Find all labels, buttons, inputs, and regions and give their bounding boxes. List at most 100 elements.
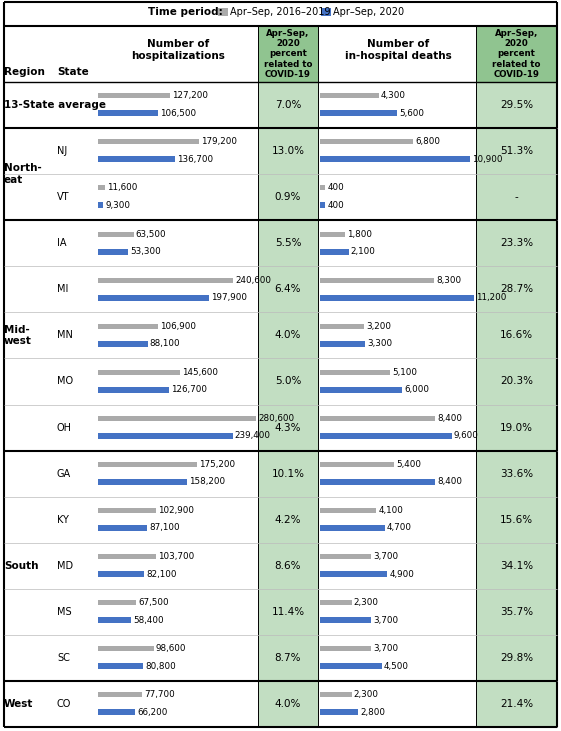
Bar bbox=[98, 462, 197, 467]
Bar bbox=[476, 358, 557, 404]
Text: 179,200: 179,200 bbox=[201, 137, 237, 146]
Bar bbox=[320, 433, 452, 439]
Text: 4,300: 4,300 bbox=[381, 91, 406, 100]
Text: 5.5%: 5.5% bbox=[275, 238, 301, 249]
Text: 8,400: 8,400 bbox=[438, 477, 462, 486]
Bar bbox=[98, 600, 136, 605]
Bar bbox=[320, 479, 435, 485]
Bar bbox=[98, 554, 157, 559]
Text: 175,200: 175,200 bbox=[199, 460, 234, 469]
Text: 35.7%: 35.7% bbox=[500, 607, 533, 617]
Text: 33.6%: 33.6% bbox=[500, 469, 533, 479]
Text: MN: MN bbox=[57, 330, 73, 341]
Bar bbox=[320, 249, 349, 254]
Text: 4,900: 4,900 bbox=[389, 569, 414, 578]
Text: 6,800: 6,800 bbox=[416, 137, 440, 146]
Bar bbox=[320, 295, 474, 300]
Text: IA: IA bbox=[57, 238, 67, 249]
Bar bbox=[320, 692, 352, 697]
Text: 58,400: 58,400 bbox=[133, 616, 163, 624]
Bar bbox=[98, 324, 158, 329]
Text: 158,200: 158,200 bbox=[189, 477, 225, 486]
Text: 2,800: 2,800 bbox=[361, 708, 385, 717]
Bar bbox=[320, 525, 385, 531]
Bar bbox=[258, 26, 318, 82]
Bar bbox=[98, 295, 209, 300]
Text: 13-State average: 13-State average bbox=[4, 100, 106, 110]
Text: 1,800: 1,800 bbox=[347, 230, 372, 238]
Bar bbox=[98, 571, 144, 577]
Bar bbox=[476, 26, 557, 82]
Text: 10,900: 10,900 bbox=[472, 155, 502, 164]
Bar bbox=[258, 312, 318, 358]
Bar bbox=[98, 370, 180, 375]
Text: CO: CO bbox=[57, 699, 71, 709]
Text: 19.0%: 19.0% bbox=[500, 423, 533, 433]
Text: 11,200: 11,200 bbox=[476, 293, 507, 302]
Text: 136,700: 136,700 bbox=[177, 155, 213, 164]
Bar bbox=[98, 94, 169, 99]
Text: 8,300: 8,300 bbox=[436, 276, 461, 284]
Text: 3,700: 3,700 bbox=[373, 644, 398, 654]
Bar bbox=[321, 8, 331, 16]
Bar bbox=[258, 220, 318, 266]
Text: 5.0%: 5.0% bbox=[275, 376, 301, 387]
Bar bbox=[98, 110, 158, 116]
Bar bbox=[320, 370, 390, 375]
Bar bbox=[258, 496, 318, 542]
Bar bbox=[98, 341, 148, 346]
Bar bbox=[320, 156, 470, 162]
Text: 240,600: 240,600 bbox=[236, 276, 272, 284]
Bar bbox=[476, 496, 557, 542]
Text: 6.4%: 6.4% bbox=[275, 284, 301, 295]
Text: 88,100: 88,100 bbox=[150, 339, 180, 348]
Text: 53,300: 53,300 bbox=[130, 247, 161, 256]
Text: 2,300: 2,300 bbox=[353, 598, 379, 607]
Bar bbox=[476, 681, 557, 727]
Text: 63,500: 63,500 bbox=[136, 230, 167, 238]
Bar bbox=[98, 692, 142, 697]
Bar bbox=[98, 646, 154, 651]
Text: 5,100: 5,100 bbox=[392, 368, 417, 376]
Bar bbox=[476, 404, 557, 450]
Text: 0.9%: 0.9% bbox=[275, 192, 301, 202]
Text: MD: MD bbox=[57, 561, 73, 571]
Bar bbox=[320, 110, 397, 116]
Bar bbox=[98, 232, 134, 237]
Bar bbox=[476, 588, 557, 635]
Text: 4,700: 4,700 bbox=[387, 523, 412, 532]
Text: OH: OH bbox=[57, 423, 72, 433]
Text: 82,100: 82,100 bbox=[146, 569, 177, 578]
Bar bbox=[320, 278, 434, 283]
Text: 4.3%: 4.3% bbox=[275, 423, 301, 433]
Bar bbox=[258, 266, 318, 312]
Text: 66,200: 66,200 bbox=[137, 708, 168, 717]
Text: 13.0%: 13.0% bbox=[272, 146, 305, 156]
Text: Mid-
west: Mid- west bbox=[4, 325, 32, 346]
Bar bbox=[320, 617, 371, 623]
Bar bbox=[320, 571, 388, 577]
Bar bbox=[98, 508, 156, 513]
Text: 4.0%: 4.0% bbox=[275, 699, 301, 709]
Text: NJ: NJ bbox=[57, 146, 67, 156]
Text: 197,900: 197,900 bbox=[211, 293, 247, 302]
Text: 8.7%: 8.7% bbox=[275, 653, 301, 663]
Text: 106,900: 106,900 bbox=[160, 322, 196, 330]
Bar bbox=[98, 416, 256, 421]
Bar bbox=[258, 635, 318, 681]
Text: MI: MI bbox=[57, 284, 68, 295]
Bar bbox=[476, 266, 557, 312]
Text: 16.6%: 16.6% bbox=[500, 330, 533, 341]
Text: Apr–Sep, 2016–2019: Apr–Sep, 2016–2019 bbox=[230, 7, 330, 17]
Text: 11,600: 11,600 bbox=[107, 183, 137, 192]
Bar bbox=[258, 358, 318, 404]
Text: Apr–Sep,
2020
percent
related to
COVID-19: Apr–Sep, 2020 percent related to COVID-1… bbox=[264, 29, 312, 79]
Bar bbox=[320, 232, 345, 237]
Bar bbox=[98, 186, 104, 191]
Text: 80,800: 80,800 bbox=[145, 662, 176, 670]
Bar bbox=[320, 462, 394, 467]
Bar bbox=[98, 278, 233, 283]
Text: Number of
in-hospital deaths: Number of in-hospital deaths bbox=[344, 39, 452, 61]
Bar bbox=[258, 588, 318, 635]
Bar bbox=[320, 186, 325, 191]
